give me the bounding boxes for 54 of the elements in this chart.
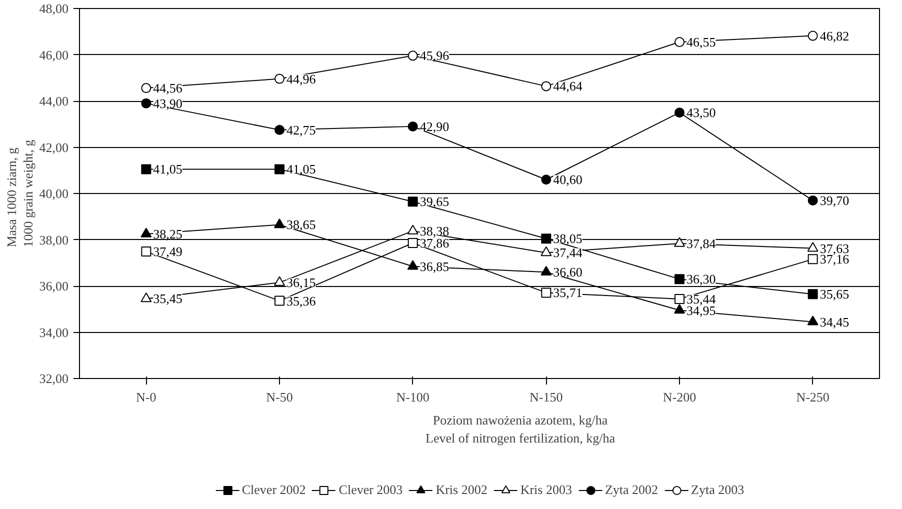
- y-tick-label: 46,00: [39, 47, 68, 62]
- data-label: 45,96: [420, 48, 450, 64]
- legend-label: Clever 2002: [242, 482, 306, 498]
- data-label: 41,05: [286, 162, 316, 177]
- data-label: 46,55: [686, 34, 716, 50]
- x-tick-label: N-200: [662, 390, 696, 404]
- data-label: 44,56: [153, 80, 183, 96]
- x-tick-label: N-250: [796, 390, 830, 404]
- data-label: 36,15: [286, 275, 316, 290]
- data-label: 35,65: [820, 286, 850, 302]
- data-label: 43,50: [686, 105, 716, 120]
- x-axis-title: Poziom nawożenia azotem, kg/ha Level of nitrogen fertilization, kg/ha: [426, 412, 616, 446]
- legend-label: Kris 2003: [520, 482, 572, 498]
- data-label: 41,05: [153, 162, 182, 177]
- data-label: 42,90: [420, 118, 450, 134]
- y-tick-label: 38,00: [39, 232, 68, 248]
- y-tick-label: 32,00: [39, 371, 68, 386]
- x-tick-label: N-100: [396, 390, 430, 404]
- data-label: 38,65: [286, 217, 316, 232]
- data-label: 38,25: [153, 226, 182, 242]
- data-label: 38,38: [420, 223, 450, 238]
- legend-label: Zyta 2002: [604, 482, 658, 498]
- legend-label: Kris 2002: [436, 482, 488, 498]
- y-tick-label: 34,00: [39, 324, 68, 340]
- data-label: 44,64: [553, 78, 583, 94]
- legend-label: Clever 2003: [338, 482, 403, 498]
- y-tick-label: 48,00: [39, 1, 68, 16]
- y-axis-title: Masa 1000 ziarn, g 1000 grain weight, g: [4, 139, 36, 248]
- data-label: 35,45: [153, 291, 182, 306]
- data-label: 42,75: [286, 122, 316, 138]
- x-tick-label: N-50: [266, 390, 293, 404]
- y-tick-label: 44,00: [39, 94, 68, 108]
- data-label: 36,85: [420, 258, 450, 274]
- x-tick-label: N-150: [530, 390, 563, 404]
- data-label: 36,60: [553, 264, 582, 280]
- data-label: 35,36: [286, 293, 316, 308]
- data-label: 38,05: [553, 231, 582, 246]
- legend-label: Zyta 2003: [691, 482, 744, 498]
- data-label: 35,71: [553, 285, 582, 300]
- data-label: 39,70: [820, 192, 850, 208]
- data-label: 44,96: [286, 71, 316, 86]
- data-label: 37,44: [553, 245, 583, 260]
- data-label: 39,65: [420, 194, 450, 210]
- data-label: 34,45: [820, 314, 850, 330]
- y-tick-label: 40,00: [39, 186, 68, 201]
- y-tick-label: 36,00: [39, 278, 68, 294]
- x-tick-label: N-0: [136, 390, 156, 404]
- y-tick-label: 42,00: [39, 140, 68, 155]
- data-label: 40,60: [553, 172, 582, 188]
- data-label: 37,49: [153, 244, 182, 260]
- data-label: 46,82: [820, 28, 850, 44]
- data-label: 43,90: [153, 96, 182, 111]
- data-label: 37,84: [686, 236, 716, 251]
- data-label: 36,30: [686, 272, 716, 287]
